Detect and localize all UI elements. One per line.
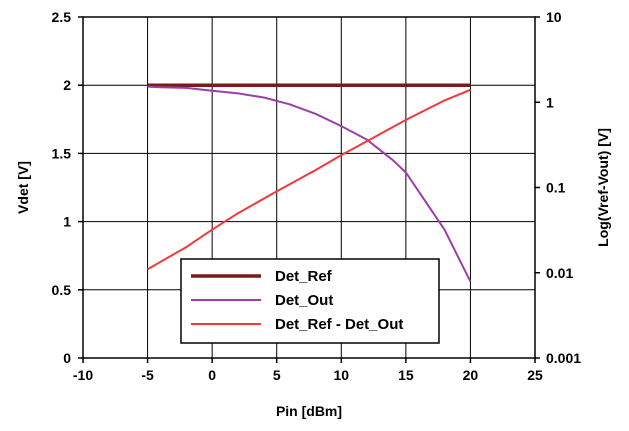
legend-label: Det_Out (275, 292, 333, 309)
left-y-axis-ticks: 0 0.5 1 1.5 2 2.5 (52, 9, 83, 366)
legend-label: Det_Ref (275, 268, 333, 285)
x-axis-ticks: -10 -5 0 5 10 15 20 25 (73, 358, 543, 383)
x-tick-label: 15 (398, 367, 414, 383)
series-line-2 (147, 85, 472, 283)
right-y-tick-label: 1 (546, 94, 554, 110)
left-y-tick-label: 1.5 (52, 145, 72, 161)
legend-label: Det_Ref - Det_Out (275, 316, 403, 333)
legend-box (180, 258, 440, 344)
right-y-tick-label: 0.001 (546, 350, 581, 366)
series-line-3 (147, 88, 471, 271)
left-y-tick-label: 1 (63, 214, 71, 230)
legend: Det_Ref Det_Out Det_Ref - Det_Out (180, 258, 440, 344)
x-tick-label: 5 (273, 367, 281, 383)
x-tick-label: -10 (73, 367, 93, 383)
x-tick-label: 20 (463, 367, 479, 383)
right-y-tick-label: 0.01 (546, 265, 573, 281)
left-y-tick-label: 2 (63, 77, 71, 93)
series-layer (147, 83, 472, 283)
right-y-axis-ticks: 0.001 0.01 0.1 1 10 (535, 9, 581, 366)
right-y-tick-label: 10 (546, 9, 562, 25)
x-tick-label: 0 (208, 367, 216, 383)
x-axis-label: Pin [dBm] (276, 403, 342, 419)
left-y-tick-label: 2.5 (52, 9, 72, 25)
left-y-axis-label: Vdet [V] (15, 161, 31, 214)
left-y-tick-label: 0 (63, 350, 71, 366)
left-y-tick-label: 0.5 (52, 282, 72, 298)
x-tick-label: -5 (141, 367, 154, 383)
x-tick-label: 25 (527, 367, 543, 383)
right-y-axis-label: Log(Vref-Vout) [V] (595, 128, 611, 247)
right-y-tick-label: 0.1 (546, 180, 566, 196)
x-tick-label: 10 (333, 367, 349, 383)
